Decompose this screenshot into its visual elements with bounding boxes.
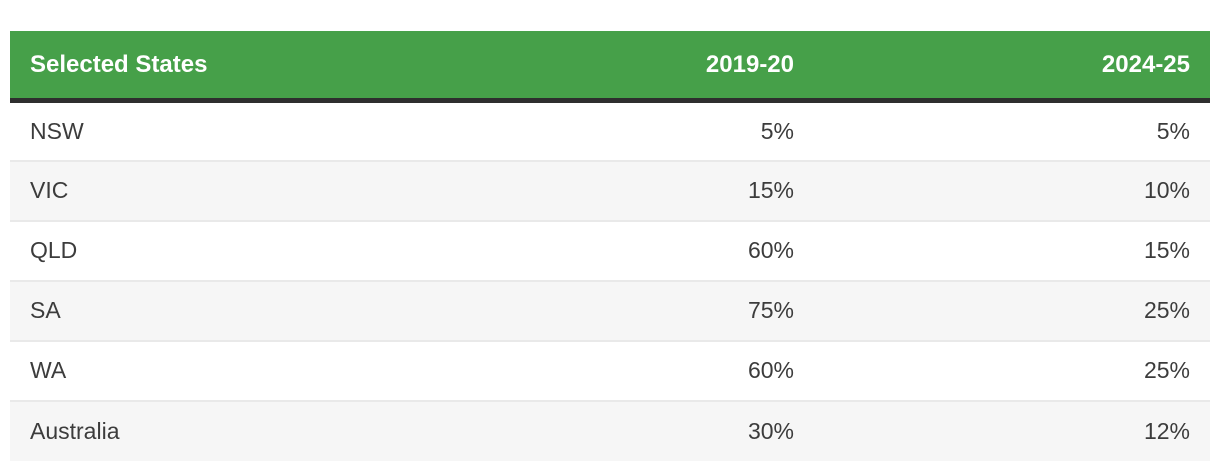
state-label: Australia bbox=[30, 417, 120, 444]
header-2019-20: 2019-20 bbox=[574, 31, 814, 103]
state-label: VIC bbox=[30, 177, 69, 203]
value-2019-20: 5% bbox=[760, 117, 794, 144]
header-row: Selected States 2019-20 2024-25 bbox=[10, 31, 1210, 103]
table-row-sa: SA 75% 25% bbox=[10, 280, 1210, 341]
table-row-australia: Australia 30% 12% bbox=[10, 400, 1210, 461]
table-row-vic: VIC 15% 10% bbox=[10, 160, 1210, 221]
states-table: Selected States 2019-20 2024-25 NSW 5% 5… bbox=[10, 31, 1210, 461]
value-2024-25: 25% bbox=[1143, 297, 1190, 323]
state-label: WA bbox=[30, 357, 67, 383]
value-2024-25: 10% bbox=[1143, 177, 1190, 203]
state-label: NSW bbox=[30, 117, 84, 144]
value-2019-20: 60% bbox=[747, 357, 794, 383]
table-row-nsw: NSW 5% 5% bbox=[10, 100, 1210, 161]
table-body: NSW 5% 5% VIC 15% 10% QLD 60% 15% SA 75% bbox=[10, 100, 1210, 461]
value-2019-20: 15% bbox=[747, 177, 794, 203]
state-label: SA bbox=[30, 297, 61, 323]
value-2019-20: 60% bbox=[747, 237, 794, 263]
value-2024-25: 15% bbox=[1143, 237, 1190, 263]
value-2024-25: 25% bbox=[1143, 357, 1190, 383]
states-table-container: Selected States 2019-20 2024-25 NSW 5% 5… bbox=[10, 31, 1210, 461]
table-header: Selected States 2019-20 2024-25 bbox=[10, 31, 1210, 103]
table-row-qld: QLD 60% 15% bbox=[10, 220, 1210, 281]
value-2024-25: 5% bbox=[1156, 117, 1190, 144]
value-2024-25: 12% bbox=[1143, 417, 1190, 444]
value-2019-20: 75% bbox=[747, 297, 794, 323]
header-2024-25: 2024-25 bbox=[814, 31, 1210, 103]
state-label: QLD bbox=[30, 237, 78, 263]
header-selected-states: Selected States bbox=[10, 31, 574, 103]
table-row-wa: WA 60% 25% bbox=[10, 340, 1210, 401]
value-2019-20: 30% bbox=[747, 417, 794, 444]
